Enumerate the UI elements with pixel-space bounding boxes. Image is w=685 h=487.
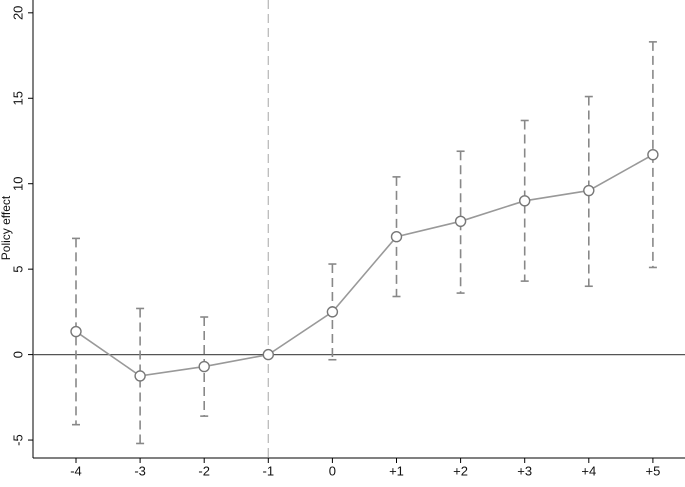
x-tick-label: -2 bbox=[198, 463, 210, 478]
y-tick-label: 0 bbox=[10, 351, 25, 358]
point bbox=[390, 230, 403, 243]
point bbox=[519, 195, 531, 207]
point bbox=[647, 148, 659, 161]
x-tick-label: 0 bbox=[329, 463, 336, 478]
x-tick-label: +1 bbox=[389, 463, 404, 478]
y-tick-label: 15 bbox=[10, 91, 25, 105]
y-tick-label: -5 bbox=[10, 434, 25, 446]
y-tick-label: 10 bbox=[10, 176, 25, 190]
point bbox=[583, 184, 595, 197]
x-tick-label: +5 bbox=[645, 463, 660, 478]
x-tick-label: -3 bbox=[134, 463, 146, 478]
point bbox=[134, 370, 146, 382]
x-tick-label: +4 bbox=[581, 463, 596, 478]
x-tick-label: -4 bbox=[70, 463, 82, 478]
x-tick-label: +3 bbox=[517, 463, 532, 478]
point bbox=[262, 348, 274, 361]
y-tick-label: 20 bbox=[10, 6, 25, 20]
point bbox=[326, 306, 339, 318]
point bbox=[198, 360, 210, 373]
x-tick-label: +2 bbox=[453, 463, 468, 478]
line bbox=[75, 153, 654, 377]
point bbox=[454, 215, 467, 228]
point bbox=[70, 325, 82, 338]
y-tick-label: 5 bbox=[10, 266, 25, 273]
x-tick-label: -1 bbox=[263, 463, 275, 478]
y-axis-label: Policy effect bbox=[0, 195, 13, 260]
